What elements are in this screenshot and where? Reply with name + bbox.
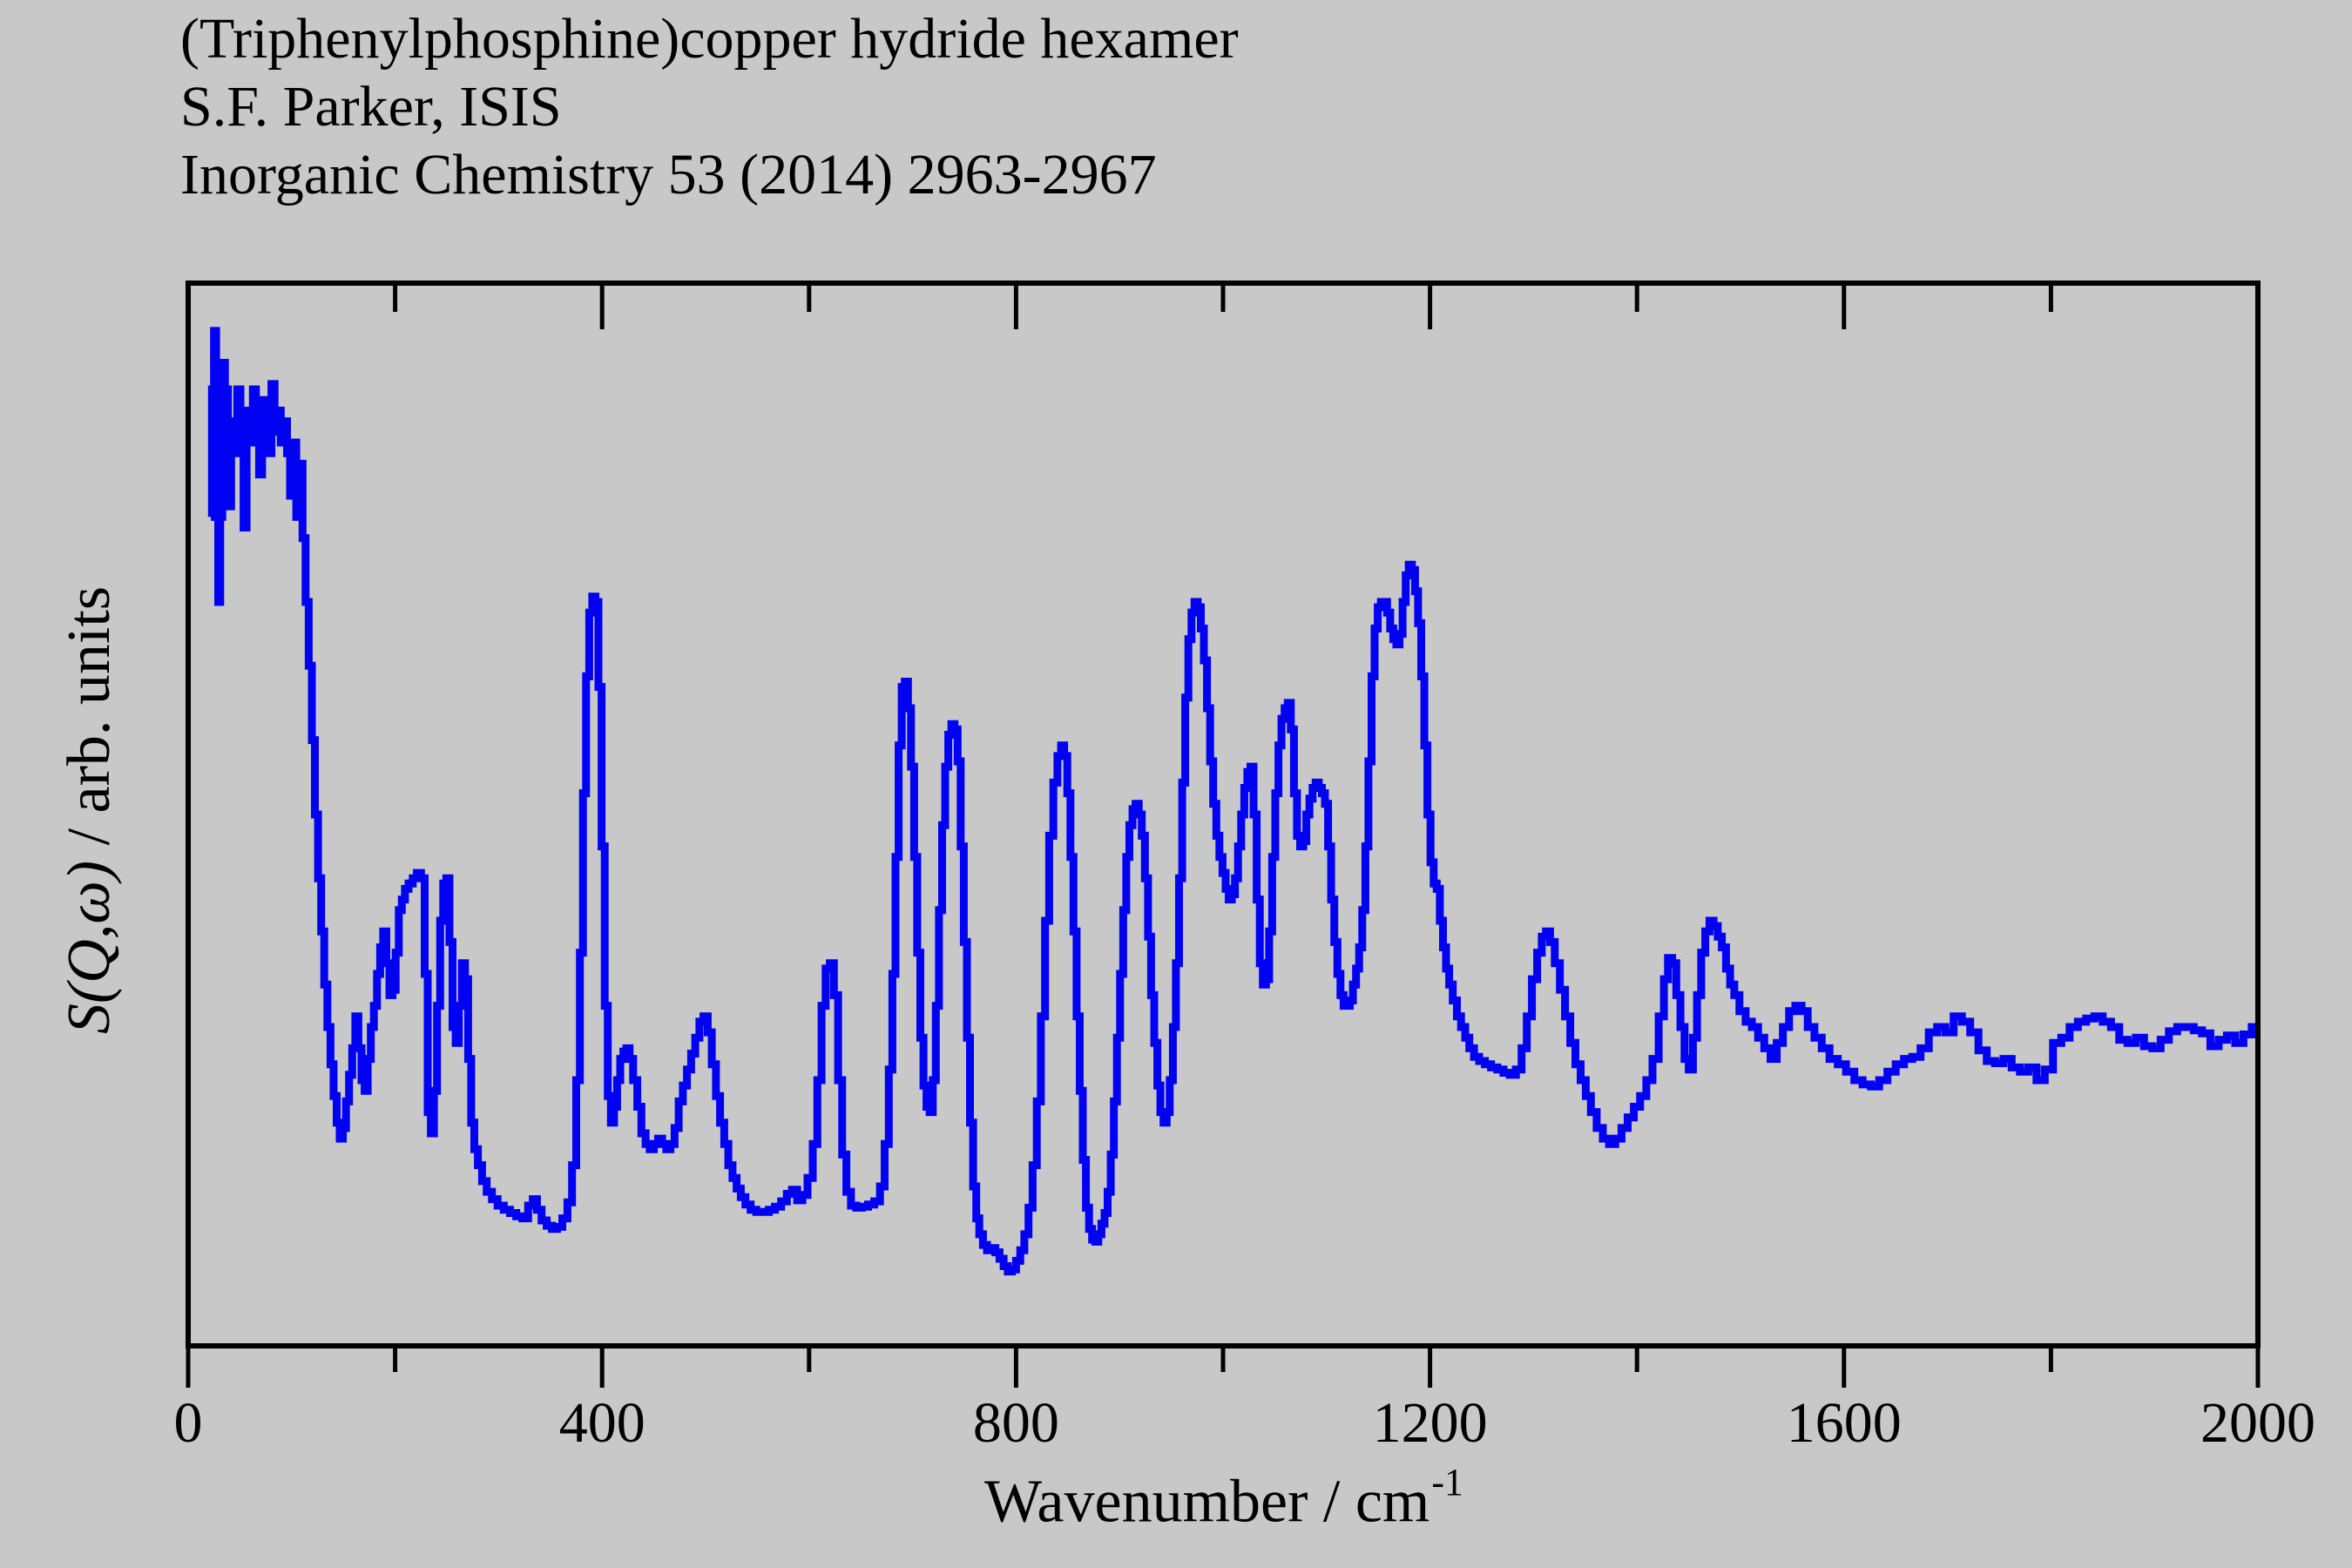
- axis-tick-marks: [186, 286, 2261, 1388]
- y-axis-label-units: / arb. units: [56, 585, 123, 861]
- x-tick-label-0: 0: [173, 1391, 203, 1455]
- x-axis-label-superscript: -1: [1431, 1461, 1464, 1504]
- x-tick-label-1600: 1600: [1786, 1391, 1902, 1455]
- y-axis-label: S(Q,ω) / arb. units: [55, 586, 125, 1034]
- figure-title-line-3: Inorganic Chemistry 53 (2014) 2963-2967: [180, 143, 1157, 206]
- x-tick-label-400: 400: [558, 1391, 645, 1455]
- plot-frame: [186, 280, 2261, 1348]
- figure-title-line-1: (Triphenylphosphine)copper hydride hexam…: [180, 7, 1239, 71]
- x-tick-label-800: 800: [972, 1391, 1059, 1455]
- y-axis-label-symbol: S(Q,ω): [56, 860, 123, 1035]
- spectrum-trace: [207, 327, 2258, 1276]
- x-axis-label: Wavenumber / cm-1: [983, 1461, 1463, 1537]
- figure-title-line-2: S.F. Parker, ISIS: [180, 75, 562, 139]
- figure-title-block: (Triphenylphosphine)copper hydride hexam…: [180, 5, 1239, 209]
- x-tick-label-2000: 2000: [2200, 1391, 2315, 1455]
- x-tick-label-1200: 1200: [1372, 1391, 1488, 1455]
- x-axis-label-text: Wavenumber / cm: [983, 1468, 1430, 1536]
